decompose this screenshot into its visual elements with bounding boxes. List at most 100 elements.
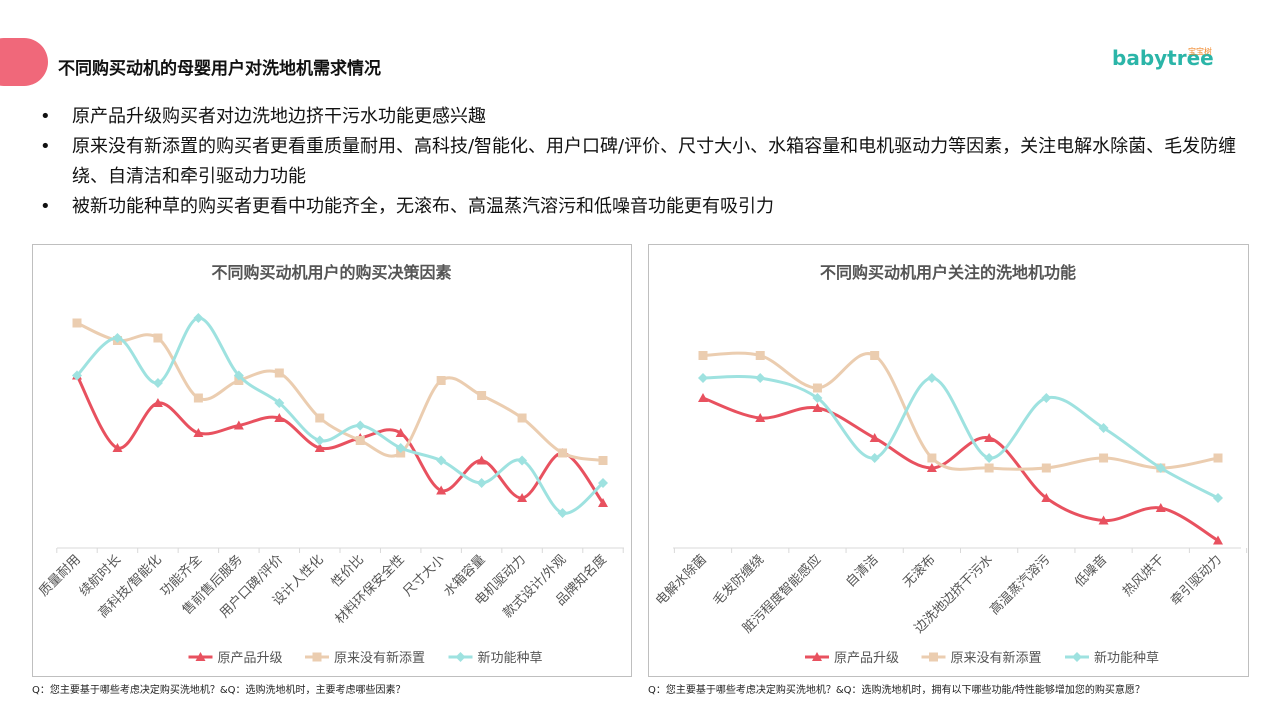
footnote: Q：您主要基于哪些考虑决定购买洗地机？&Q：选购洗地机时，拥有以下哪些功能/特性… (648, 683, 1145, 696)
marker (1099, 453, 1109, 463)
marker (314, 435, 325, 446)
marker (698, 351, 708, 360)
legend-label: 原来没有新添置 (951, 650, 1042, 666)
logo-cn: 宝宝树 (1188, 47, 1212, 56)
bullet-text: 原产品升级购买者对边洗地边挤干污水功能更感兴趣 (72, 106, 486, 127)
bullet-text: 原来没有新添置的购买者更看重质量耐用、高科技/智能化、用户口碑/评价、尺寸大小、… (72, 136, 1237, 187)
x-tick-label: 无滚布 (900, 552, 939, 591)
bullets: • 原产品升级购买者对边洗地边挤干污水功能更感兴趣 • 原来没有新添置的购买者更看重质… (40, 102, 1250, 222)
marker (193, 313, 204, 323)
x-tick-label: 尺寸大小 (401, 552, 448, 599)
marker (233, 420, 244, 430)
marker (1098, 515, 1109, 525)
x-tick-label: 高温蒸汽溶污 (987, 552, 1053, 618)
marker (927, 453, 937, 463)
marker (812, 383, 822, 393)
marker (195, 652, 206, 661)
marker (926, 373, 937, 383)
marker (476, 455, 487, 465)
x-tick-label: 材料环保安全性 (332, 552, 408, 628)
marker (1213, 493, 1223, 503)
series-line (702, 396, 1219, 542)
marker (315, 413, 325, 423)
x-tick-label: 自清洁 (843, 552, 881, 590)
marker (755, 413, 766, 422)
marker (1213, 535, 1223, 545)
marker (812, 403, 823, 412)
bullet-dot: • (40, 106, 51, 127)
marker (984, 433, 995, 442)
marker (112, 443, 123, 452)
logo: babytree (1112, 46, 1214, 70)
marker (870, 351, 880, 360)
marker (152, 398, 163, 407)
x-tick-label: 性价比 (329, 552, 367, 590)
marker (1155, 503, 1166, 512)
x-tick-label: 毛发防缠绕 (710, 552, 767, 609)
marker (812, 652, 822, 661)
bullet: • 被新功能种草的购买者更看中功能齐全，无滚布、高温蒸汽溶污和低噪音功能更有吸引力 (40, 192, 1250, 222)
marker (274, 368, 284, 378)
marker (558, 448, 568, 458)
marker (698, 393, 708, 402)
marker (1213, 453, 1223, 463)
marker (1072, 652, 1082, 662)
marker (314, 443, 325, 452)
marker (1041, 463, 1051, 473)
bullet: • 原来没有新添置的购买者更看重质量耐用、高科技/智能化、用户口碑/评价、尺寸大小… (40, 132, 1250, 192)
marker (517, 493, 528, 502)
marker (436, 455, 447, 466)
marker (355, 436, 365, 445)
x-tick-label: 热风烘干 (1120, 552, 1167, 599)
slide-title: 不同购买动机的母婴用户对洗地机需求情况 (58, 59, 381, 79)
marker (193, 393, 203, 403)
marker (153, 333, 163, 343)
footnote: Q：您主要基于哪些考虑决定购买洗地机？&Q：选购洗地机时，主要考虑哪些因素？ (32, 683, 406, 696)
marker (1098, 423, 1109, 433)
marker (812, 393, 823, 403)
marker (72, 370, 82, 381)
marker (926, 463, 937, 472)
marker (984, 453, 995, 463)
marker (869, 433, 880, 442)
marker (984, 463, 994, 473)
marker (152, 378, 163, 388)
bullet: • 原产品升级购买者对边洗地边挤干污水功能更感兴趣 (40, 102, 1250, 132)
marker (476, 478, 487, 488)
marker (274, 413, 285, 422)
marker (557, 508, 568, 518)
x-tick-label: 低噪音 (1071, 552, 1110, 591)
chart-title: 不同购买动机用户的购买决策因素 (211, 263, 451, 282)
legend-label: 新功能种草 (1094, 650, 1159, 666)
marker (477, 391, 487, 400)
chart-title: 不同购买动机用户关注的洗地机功能 (820, 263, 1076, 282)
legend-label: 原产品升级 (218, 651, 283, 666)
marker (755, 351, 765, 360)
marker (1155, 463, 1166, 473)
series-line (702, 351, 1219, 471)
series-line (75, 374, 605, 504)
x-tick-label: 质量耐用 (36, 552, 83, 599)
marker (517, 413, 527, 423)
marker (193, 428, 204, 437)
series-line (76, 321, 604, 462)
marker (312, 652, 322, 662)
marker (1041, 393, 1052, 403)
marker (517, 455, 528, 466)
marker (698, 373, 708, 383)
legend-label: 原来没有新添置 (334, 650, 425, 666)
legend-label: 原产品升级 (834, 651, 899, 666)
marker (112, 333, 123, 343)
x-tick-label: 牵引驱动力 (1168, 552, 1225, 609)
marker (929, 652, 938, 662)
header-accent (0, 38, 48, 86)
marker (395, 443, 406, 453)
marker (598, 456, 608, 465)
marker (274, 398, 285, 408)
x-tick-label: 电解水除菌 (653, 552, 710, 609)
bullet-dot: • (40, 136, 51, 157)
marker (598, 498, 608, 507)
bullet-dot: • (40, 196, 51, 217)
marker (395, 428, 406, 437)
